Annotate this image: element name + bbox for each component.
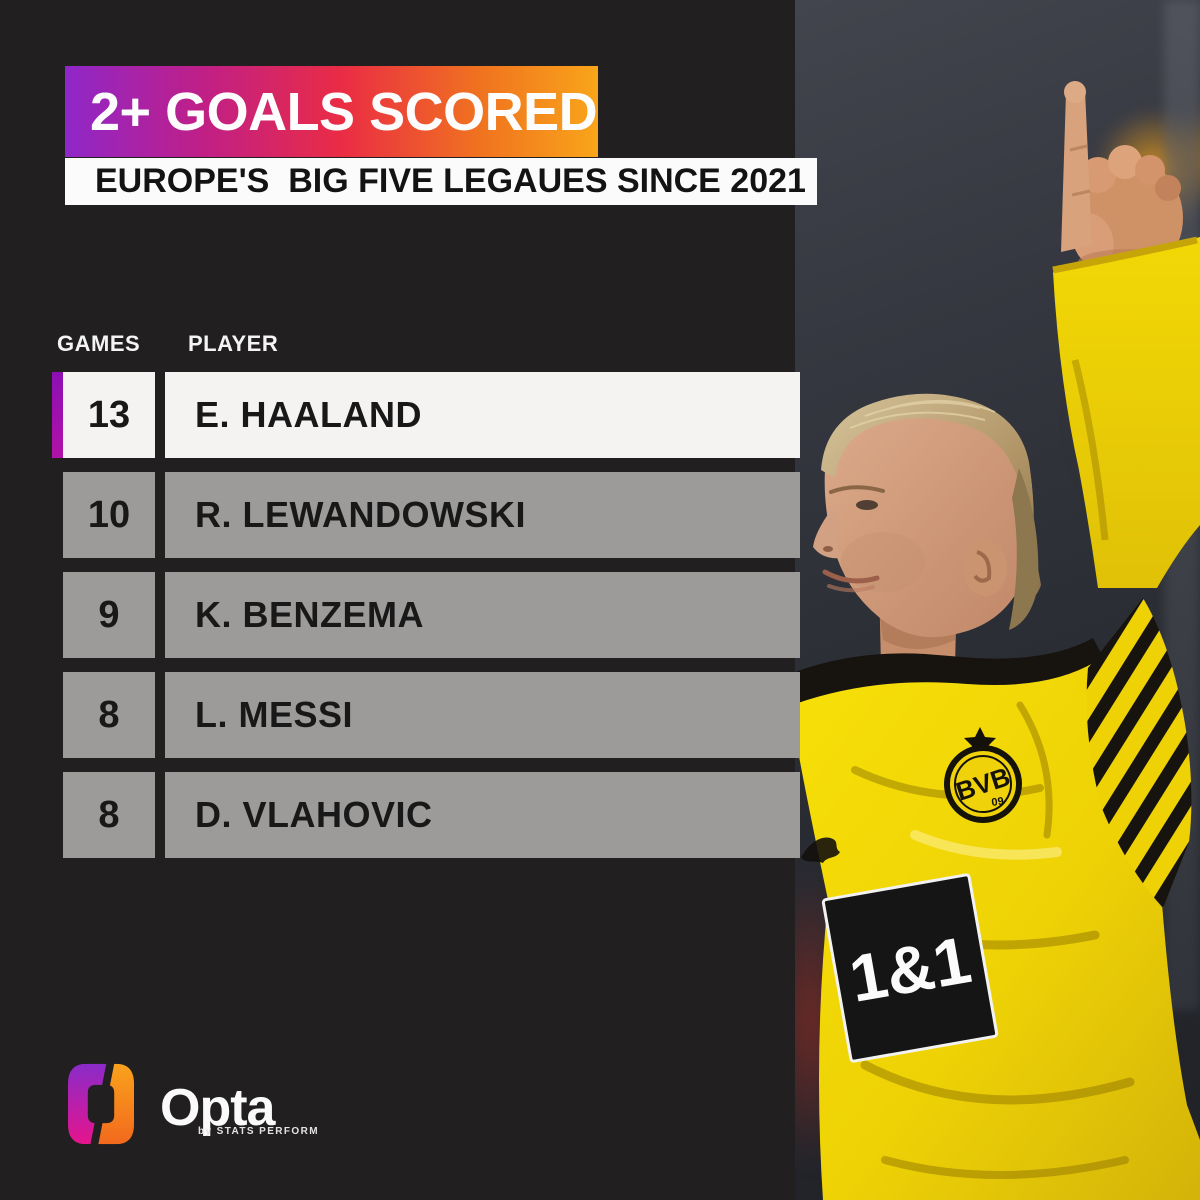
table-row: 10 R. LEWANDOWSKI <box>0 472 800 558</box>
games-value: 8 <box>63 672 155 758</box>
page-title: 2+ GOALS SCORED <box>90 81 598 142</box>
games-value: 13 <box>63 372 155 458</box>
striped-sleeve <box>1086 598 1192 908</box>
haaland-photo: BVB 09 1&1 <box>795 0 1200 1200</box>
sponsor-patch: 1&1 <box>821 873 999 1063</box>
highlight-stripe <box>52 372 63 458</box>
player-eye <box>856 500 878 510</box>
player-name: R. LEWANDOWSKI <box>165 472 800 558</box>
games-value: 10 <box>63 472 155 558</box>
player-eyebrow <box>829 485 885 494</box>
raised-arm-sleeve <box>1053 237 1200 588</box>
table-row: 13 E. HAALAND <box>0 372 800 458</box>
player-mouth <box>822 569 880 584</box>
sleeve-cuff-fold <box>1052 236 1198 274</box>
opta-wordmark: Opta <box>160 1079 275 1137</box>
page-subtitle: EUROPE'S BIG FIVE LEGAUES SINCE 2021 <box>95 162 806 200</box>
table-row: 8 D. VLAHOVIC <box>0 772 800 858</box>
puma-cat-icon <box>801 837 840 863</box>
opta-tagline: by STATS PERFORM <box>198 1126 319 1137</box>
sleeve-wrinkle <box>1071 359 1109 541</box>
opta-branding: Opta by STATS PERFORM <box>68 1060 388 1170</box>
player-figure: BVB 09 1&1 <box>795 81 1200 1200</box>
table-column-headers: GAMES PLAYER <box>0 331 800 359</box>
lower-lip <box>827 584 875 593</box>
hair-strands <box>849 399 996 429</box>
player-ear <box>963 540 1007 596</box>
table-row: 8 L. MESSI <box>0 672 800 758</box>
opta-logo-icon <box>68 1063 134 1145</box>
column-header-games: GAMES <box>57 331 141 356</box>
subtitle-banner: EUROPE'S BIG FIVE LEGAUES SINCE 2021 <box>65 158 817 205</box>
ear-inner <box>973 550 992 583</box>
player-name: L. MESSI <box>165 672 800 758</box>
player-nostril <box>823 546 833 552</box>
pointing-finger <box>1061 85 1092 252</box>
cheek-shading <box>841 532 925 592</box>
column-header-player: PLAYER <box>188 331 279 356</box>
crest-number: 09 <box>991 795 1005 809</box>
hair-back <box>1009 468 1039 630</box>
games-value: 9 <box>63 572 155 658</box>
jersey-highlight <box>910 830 1062 860</box>
player-name: E. HAALAND <box>165 372 800 458</box>
player-name: K. BENZEMA <box>165 572 800 658</box>
table-row: 9 K. BENZEMA <box>0 572 800 658</box>
player-nose <box>813 510 841 559</box>
player-head <box>813 393 1041 638</box>
title-banner: 2+ GOALS SCORED <box>65 66 598 157</box>
bvb-crest: BVB 09 <box>944 745 1022 823</box>
player-name: D. VLAHOVIC <box>165 772 800 858</box>
games-value: 8 <box>63 772 155 858</box>
